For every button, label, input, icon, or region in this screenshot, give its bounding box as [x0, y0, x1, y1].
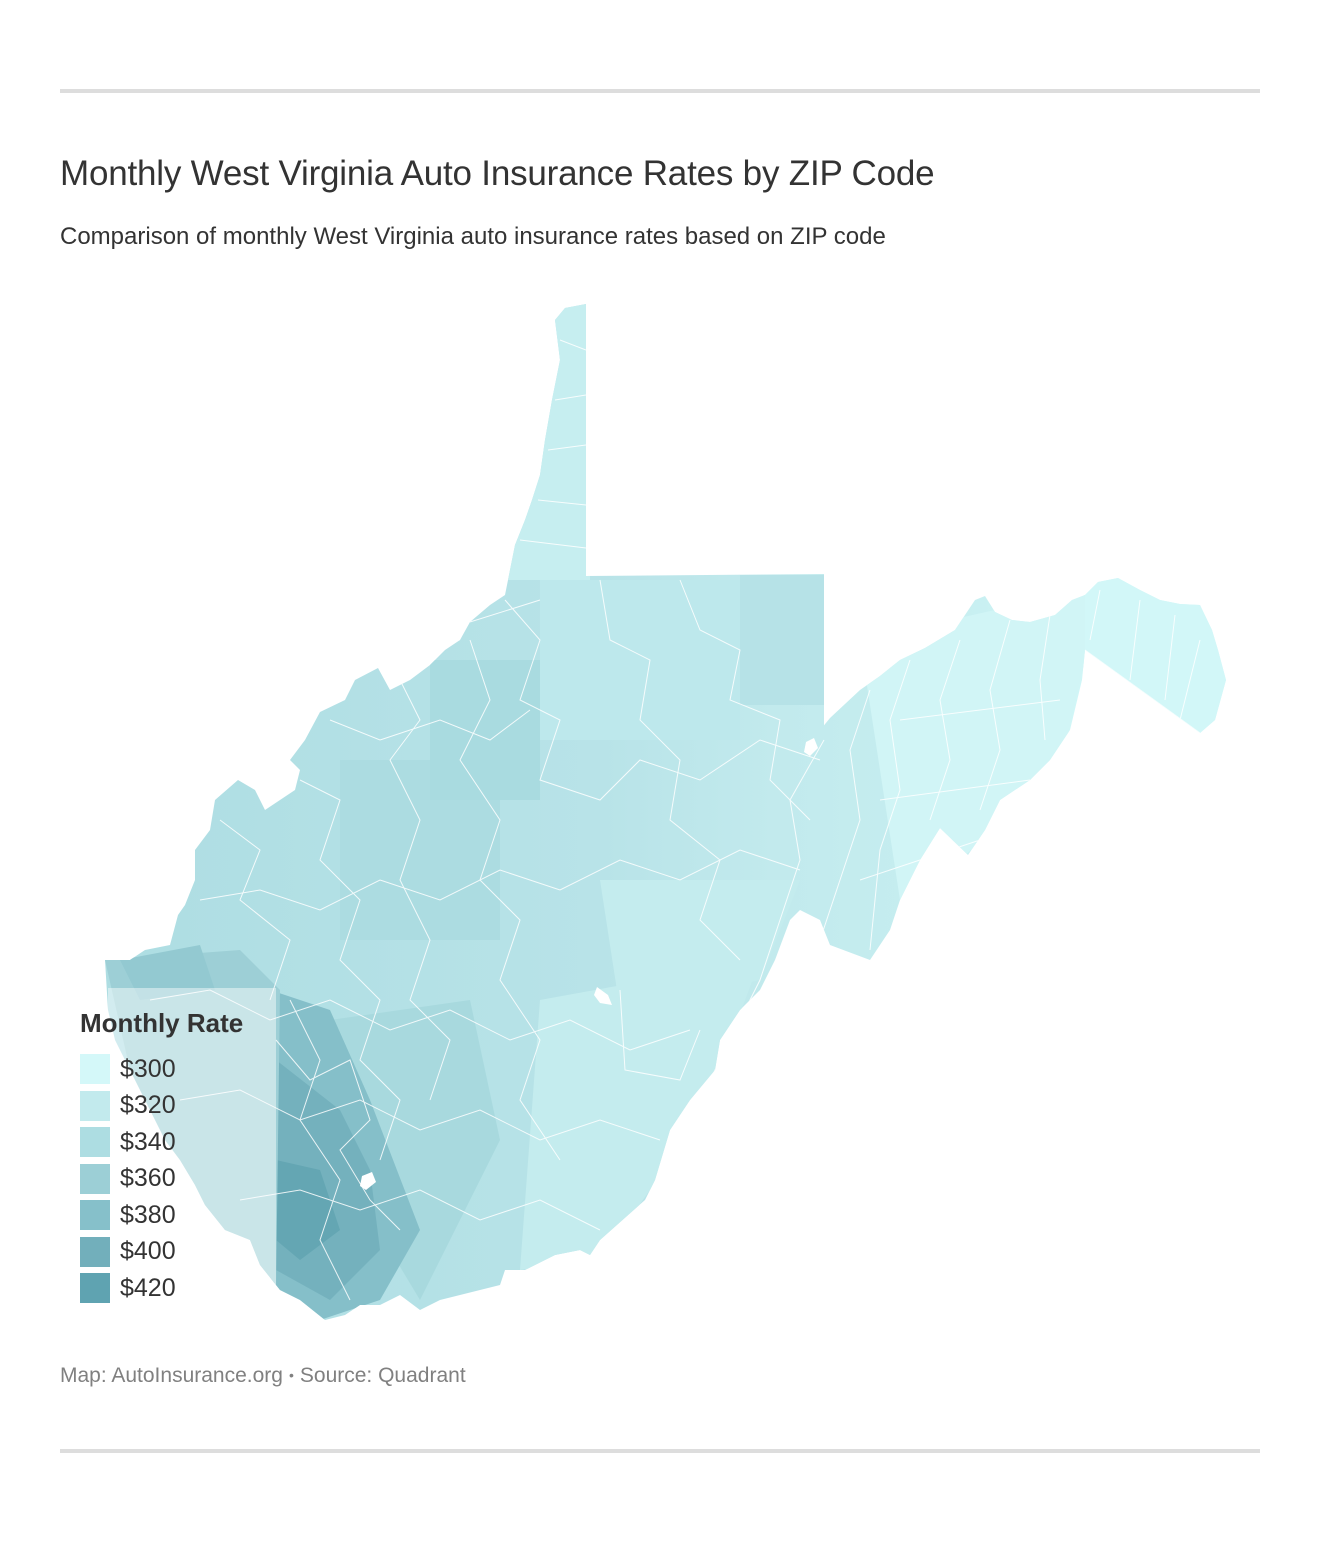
- separator-dot: •: [288, 1367, 294, 1383]
- legend-swatch: [80, 1127, 110, 1158]
- zip-boundaries: [149, 339, 1201, 1301]
- source-credit: Source: Quadrant: [299, 1364, 466, 1387]
- chart-subtitle: Comparison of monthly West Virginia auto…: [60, 223, 886, 250]
- legend-swatch: [80, 1273, 110, 1304]
- legend-item: $380: [80, 1197, 243, 1234]
- legend: Monthly Rate $300 $320 $340 $360 $380 $4…: [80, 1008, 243, 1307]
- legend-label: $380: [120, 1200, 176, 1229]
- legend-item: $320: [80, 1088, 243, 1125]
- legend-swatch: [80, 1163, 110, 1194]
- legend-label: $320: [120, 1091, 176, 1120]
- legend-item: $400: [80, 1234, 243, 1271]
- legend-label: $340: [120, 1127, 176, 1156]
- legend-item: $300: [80, 1051, 243, 1088]
- legend-label: $300: [120, 1054, 176, 1083]
- top-divider: [60, 89, 1260, 93]
- legend-item: $420: [80, 1270, 243, 1307]
- legend-label: $420: [120, 1273, 176, 1302]
- legend-swatch: [80, 1090, 110, 1121]
- legend-swatch: [80, 1236, 110, 1267]
- legend-title: Monthly Rate: [80, 1008, 244, 1038]
- map-gaps: [360, 738, 818, 1190]
- legend-label: $360: [120, 1164, 176, 1193]
- legend-swatch: [80, 1054, 110, 1085]
- legend-backdrop: [108, 988, 276, 1296]
- chart-title: Monthly West Virginia Auto Insurance Rat…: [60, 154, 935, 193]
- legend-item: $340: [80, 1124, 243, 1161]
- bottom-divider: [60, 1449, 1260, 1453]
- legend-swatch: [80, 1200, 110, 1231]
- map-credit: Map: AutoInsurance.org: [60, 1364, 283, 1387]
- chart-footer: Map: AutoInsurance.org • Source: Quadrant: [60, 1364, 466, 1388]
- legend-label: $400: [120, 1237, 176, 1266]
- legend-item: $360: [80, 1161, 243, 1198]
